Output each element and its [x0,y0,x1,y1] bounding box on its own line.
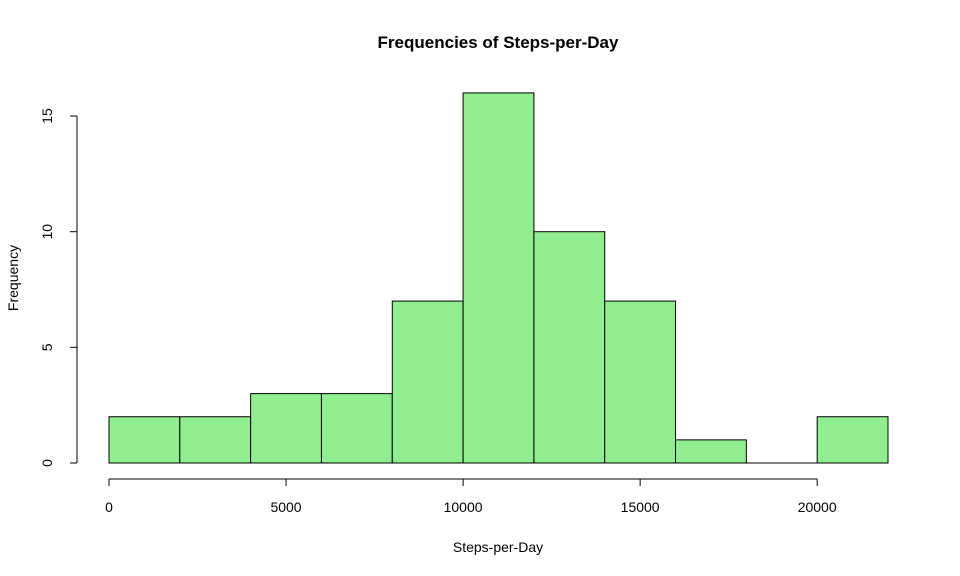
histogram-bar [320,393,393,464]
bars-group [108,92,889,464]
histogram-bar [391,300,464,464]
histogram-bar [108,416,181,464]
y-tick-label: 10 [39,224,55,240]
x-tick-label: 20000 [798,499,837,515]
histogram-bar [675,439,747,464]
y-axis-label: Frequency [5,245,21,311]
x-axis: 0 5000 10000 15000 20000 [105,478,837,515]
y-tick-label: 15 [39,108,55,124]
histogram-bar [533,231,606,464]
histogram-bar [816,416,889,464]
histogram-bar [250,393,322,464]
histogram-bar [179,416,252,464]
x-tick-label: 0 [105,499,113,515]
y-tick-label: 5 [39,343,55,351]
histogram-bar [462,92,535,464]
x-tick-label: 10000 [444,499,483,515]
y-tick-label: 0 [39,459,55,467]
x-tick-label: 15000 [621,499,660,515]
x-tick-label: 5000 [270,499,301,515]
histogram-bar [604,300,677,464]
chart-title: Frequencies of Steps-per-Day [378,33,619,52]
x-axis-label: Steps-per-Day [453,539,543,555]
y-axis: 0 5 10 15 [39,108,78,467]
